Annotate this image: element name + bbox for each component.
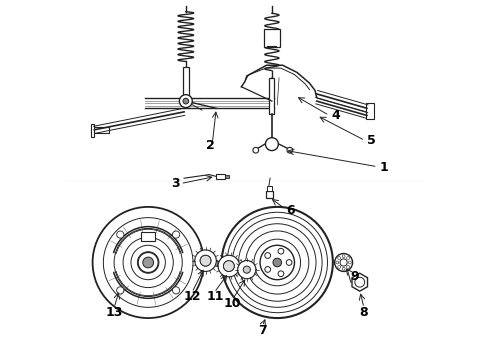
Circle shape <box>355 277 365 287</box>
Circle shape <box>200 255 211 266</box>
Circle shape <box>238 261 256 279</box>
Text: 8: 8 <box>360 306 368 319</box>
Circle shape <box>278 271 284 276</box>
Circle shape <box>342 267 345 270</box>
Circle shape <box>278 248 284 254</box>
Circle shape <box>200 255 211 266</box>
Text: 13: 13 <box>105 306 123 319</box>
Text: 7: 7 <box>258 324 267 337</box>
Circle shape <box>335 253 353 271</box>
Polygon shape <box>141 232 155 241</box>
Circle shape <box>143 257 153 268</box>
Circle shape <box>265 266 270 272</box>
Text: 1: 1 <box>379 161 388 174</box>
Circle shape <box>245 267 249 272</box>
Polygon shape <box>264 30 280 47</box>
Circle shape <box>195 250 216 271</box>
Polygon shape <box>91 127 109 134</box>
Circle shape <box>117 287 124 294</box>
Text: 11: 11 <box>206 290 223 303</box>
Circle shape <box>218 255 240 277</box>
Text: 9: 9 <box>350 270 359 283</box>
Circle shape <box>223 261 234 271</box>
Text: 4: 4 <box>331 109 340 122</box>
Polygon shape <box>266 191 273 198</box>
Circle shape <box>338 265 341 268</box>
Circle shape <box>172 231 180 238</box>
Circle shape <box>348 261 351 264</box>
Polygon shape <box>267 186 271 191</box>
Circle shape <box>183 98 189 104</box>
Polygon shape <box>91 125 95 137</box>
Text: 3: 3 <box>172 177 180 190</box>
FancyBboxPatch shape <box>270 78 274 114</box>
Circle shape <box>260 245 294 280</box>
Circle shape <box>238 261 256 279</box>
Circle shape <box>266 138 278 150</box>
Circle shape <box>336 261 339 264</box>
Text: 10: 10 <box>224 297 241 310</box>
Circle shape <box>221 207 333 318</box>
Polygon shape <box>366 103 374 119</box>
Circle shape <box>179 95 192 108</box>
Circle shape <box>340 259 347 266</box>
Circle shape <box>93 207 204 318</box>
Circle shape <box>273 258 282 267</box>
Text: 12: 12 <box>184 290 201 303</box>
Circle shape <box>265 253 270 258</box>
Polygon shape <box>225 175 229 178</box>
Circle shape <box>286 260 292 265</box>
Polygon shape <box>216 174 225 179</box>
Circle shape <box>117 231 124 238</box>
Circle shape <box>342 255 345 258</box>
Circle shape <box>172 287 180 294</box>
Text: 2: 2 <box>205 139 214 152</box>
Polygon shape <box>352 273 368 291</box>
Circle shape <box>346 265 349 268</box>
FancyBboxPatch shape <box>183 67 189 101</box>
Circle shape <box>346 257 349 260</box>
Circle shape <box>253 147 259 153</box>
Text: 5: 5 <box>367 134 376 147</box>
Circle shape <box>223 261 234 271</box>
Circle shape <box>138 252 158 273</box>
Circle shape <box>243 266 250 273</box>
Circle shape <box>287 147 293 153</box>
Text: 6: 6 <box>286 204 295 217</box>
Circle shape <box>338 257 341 260</box>
